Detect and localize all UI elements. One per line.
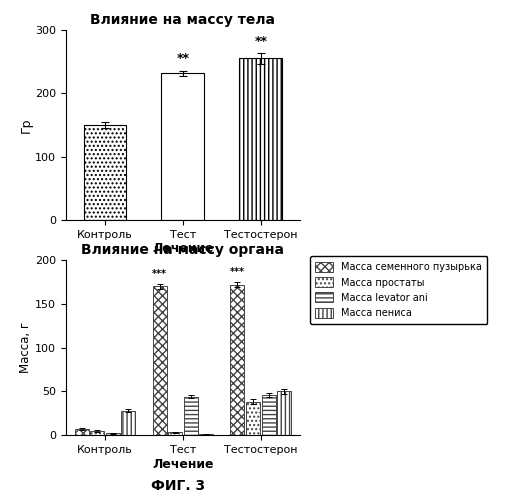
Text: ***: *** [152,269,167,279]
Bar [162,73,204,220]
Legend: Масса семенного пузырька, Масса простаты, Масса levator ani, Масса пениса: Масса семенного пузырька, Масса простаты… [310,256,488,324]
Bar [152,286,167,435]
Bar [199,434,213,435]
Bar [277,391,291,435]
Bar [239,58,282,220]
Bar [168,432,182,435]
Bar [231,284,244,435]
Title: Влияние на массу органа: Влияние на массу органа [81,244,284,258]
Bar [75,429,88,435]
Bar [184,396,198,435]
Bar [121,410,135,435]
Y-axis label: Масса, г: Масса, г [19,322,33,373]
Y-axis label: Гр: Гр [19,117,33,132]
X-axis label: Лечение: Лечение [152,242,214,256]
Bar [83,125,126,220]
Text: **: ** [255,36,267,49]
Text: ***: *** [230,268,245,278]
Text: ФИГ. 3: ФИГ. 3 [151,479,205,493]
Bar [262,395,275,435]
Bar [106,433,120,435]
Text: **: ** [176,52,189,66]
Bar [90,430,104,435]
Title: Влияние на массу тела: Влияние на массу тела [90,14,275,28]
X-axis label: Лечение: Лечение [152,458,214,470]
Bar [246,402,260,435]
